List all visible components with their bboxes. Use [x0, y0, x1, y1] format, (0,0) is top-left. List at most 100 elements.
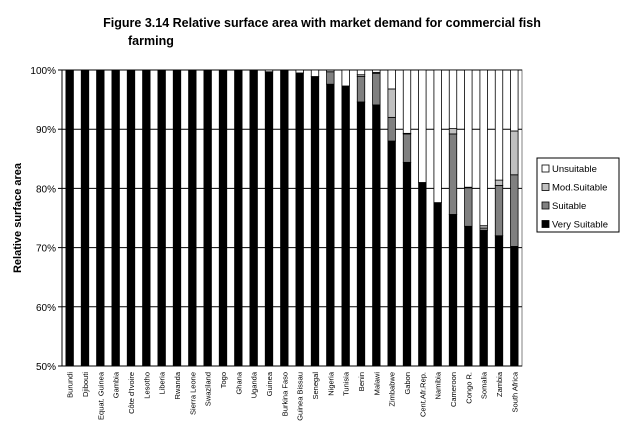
bar-segment-unsuitable — [372, 69, 381, 73]
bar-segment-suitable — [326, 71, 335, 85]
bar-segment-very-suitable — [310, 76, 320, 367]
x-tick-label: Zambia — [495, 371, 504, 397]
bar-segment-unsuitable — [494, 69, 504, 181]
x-tick-label: Zimbabwe — [388, 372, 397, 407]
y-tick-label: 100% — [30, 66, 56, 77]
bar-segment-very-suitable — [218, 69, 228, 367]
x-tick-label: Côte d'Ivoire — [127, 372, 136, 414]
bar-segment-very-suitable — [142, 69, 151, 367]
bar-segment-very-suitable — [249, 69, 258, 367]
x-tick-label: Burkina Faso — [280, 372, 289, 416]
x-tick-label: Togo — [219, 372, 228, 388]
bar-segment-suitable — [448, 133, 458, 215]
bar-segment-very-suitable — [387, 140, 396, 367]
bar-segment-unsuitable — [295, 69, 304, 74]
x-tick-label: Burundi — [66, 372, 75, 398]
x-tick-label: Cent.Afr.Rep. — [418, 372, 427, 417]
bar-segment-very-suitable — [448, 214, 458, 367]
x-tick-label: Senegal — [311, 372, 320, 400]
x-tick-label: Nigeria — [326, 371, 335, 396]
bar-segment-mod-suitable — [326, 69, 335, 73]
x-tick-label: Rwanda — [173, 371, 182, 399]
y-axis-label: Relative surface area — [12, 162, 24, 273]
x-tick-label: Guinea — [265, 371, 274, 396]
x-tick-label: Ghana — [234, 371, 243, 394]
legend-swatch — [541, 220, 550, 228]
bar-segment-very-suitable — [280, 69, 289, 367]
bar-segment-unsuitable — [356, 69, 366, 76]
bar-segment-very-suitable — [464, 225, 473, 367]
legend-label: Very Suitable — [552, 220, 608, 231]
bar-segment-suitable — [510, 174, 519, 247]
bar-segment-mod-suitable — [387, 88, 396, 118]
bar-segment-very-suitable — [402, 161, 412, 367]
bar-segment-suitable — [494, 185, 504, 237]
x-tick-label: Djibouti — [81, 372, 90, 397]
bar-segment-mod-suitable — [448, 128, 458, 135]
bar-segment-very-suitable — [494, 235, 504, 367]
y-tick-label: 70% — [36, 244, 56, 255]
bar-segment-very-suitable — [510, 246, 519, 367]
x-tick-label: Equat. Guinea — [96, 371, 105, 420]
bar-segment-suitable — [402, 133, 412, 163]
bar-segment-very-suitable — [203, 69, 212, 367]
bar-segment-unsuitable — [510, 69, 519, 132]
y-tick-label: 80% — [36, 184, 56, 195]
legend-swatch — [541, 164, 550, 173]
bar-segment-unsuitable — [479, 69, 488, 227]
x-tick-label: South Africa — [510, 371, 519, 412]
bar-segment-unsuitable — [341, 69, 350, 87]
legend-swatch — [541, 183, 550, 191]
chart-title-line2: farming — [128, 34, 174, 48]
x-tick-label: Uganda — [250, 371, 259, 398]
x-tick-label: Gambia — [112, 371, 121, 398]
bar-segment-very-suitable — [372, 104, 381, 367]
bar-segment-suitable — [372, 73, 381, 106]
bar-segment-unsuitable — [402, 69, 412, 134]
bar-segment-very-suitable — [356, 101, 366, 367]
legend-label: Mod.Suitable — [552, 183, 607, 194]
bar-segment-very-suitable — [234, 69, 243, 367]
bar-segment-very-suitable — [479, 230, 488, 367]
bar-segment-very-suitable — [111, 69, 120, 367]
bar-segment-suitable — [387, 116, 396, 142]
bar-segment-very-suitable — [264, 71, 274, 367]
bar-segment-very-suitable — [65, 69, 74, 367]
bar-segment-unsuitable — [387, 69, 396, 90]
bar-segment-very-suitable — [433, 202, 442, 367]
legend-label: Suitable — [552, 201, 586, 212]
x-tick-label: Somalia — [480, 371, 489, 399]
bar-segment-mod-suitable — [494, 179, 504, 186]
x-tick-label: Benin — [357, 372, 366, 391]
bar-segment-very-suitable — [341, 85, 350, 367]
x-tick-label: Lesotho — [142, 372, 151, 399]
x-tick-label: Swaziland — [204, 372, 213, 406]
bar-segment-suitable — [356, 76, 366, 103]
bar-segment-unsuitable — [464, 69, 473, 188]
bar-segment-very-suitable — [326, 83, 335, 367]
x-tick-label: Sierra Leone — [188, 372, 197, 415]
bar-segment-very-suitable — [157, 69, 166, 367]
legend-swatch — [541, 201, 550, 210]
bar-segment-very-suitable — [418, 182, 427, 367]
bar-segment-very-suitable — [80, 69, 90, 367]
bar-segment-mod-suitable — [510, 130, 519, 176]
x-tick-label: Liberia — [158, 371, 167, 394]
bar-segment-very-suitable — [126, 69, 136, 367]
bar-segment-very-suitable — [96, 69, 105, 367]
legend-label: Unsuitable — [552, 164, 597, 175]
x-tick-label: Congo R. — [464, 372, 473, 404]
bar-segment-suitable — [464, 187, 473, 227]
bar-segment-unsuitable — [310, 69, 320, 77]
y-tick-label: 90% — [36, 125, 56, 136]
x-tick-label: Tunisia — [342, 371, 351, 396]
chart-title-line1: Figure 3.14 Relative surface area with m… — [103, 16, 541, 30]
x-tick-label: Namibia — [434, 371, 443, 399]
bar-segment-unsuitable — [448, 69, 458, 130]
bar-segment-very-suitable — [188, 69, 197, 367]
bar-segment-very-suitable — [295, 72, 304, 367]
legend: Unsuitable Mod.Suitable Suitable Very Suita… — [536, 157, 620, 233]
x-tick-label: Guinea Bissau — [296, 372, 305, 421]
plot-area — [61, 69, 523, 367]
